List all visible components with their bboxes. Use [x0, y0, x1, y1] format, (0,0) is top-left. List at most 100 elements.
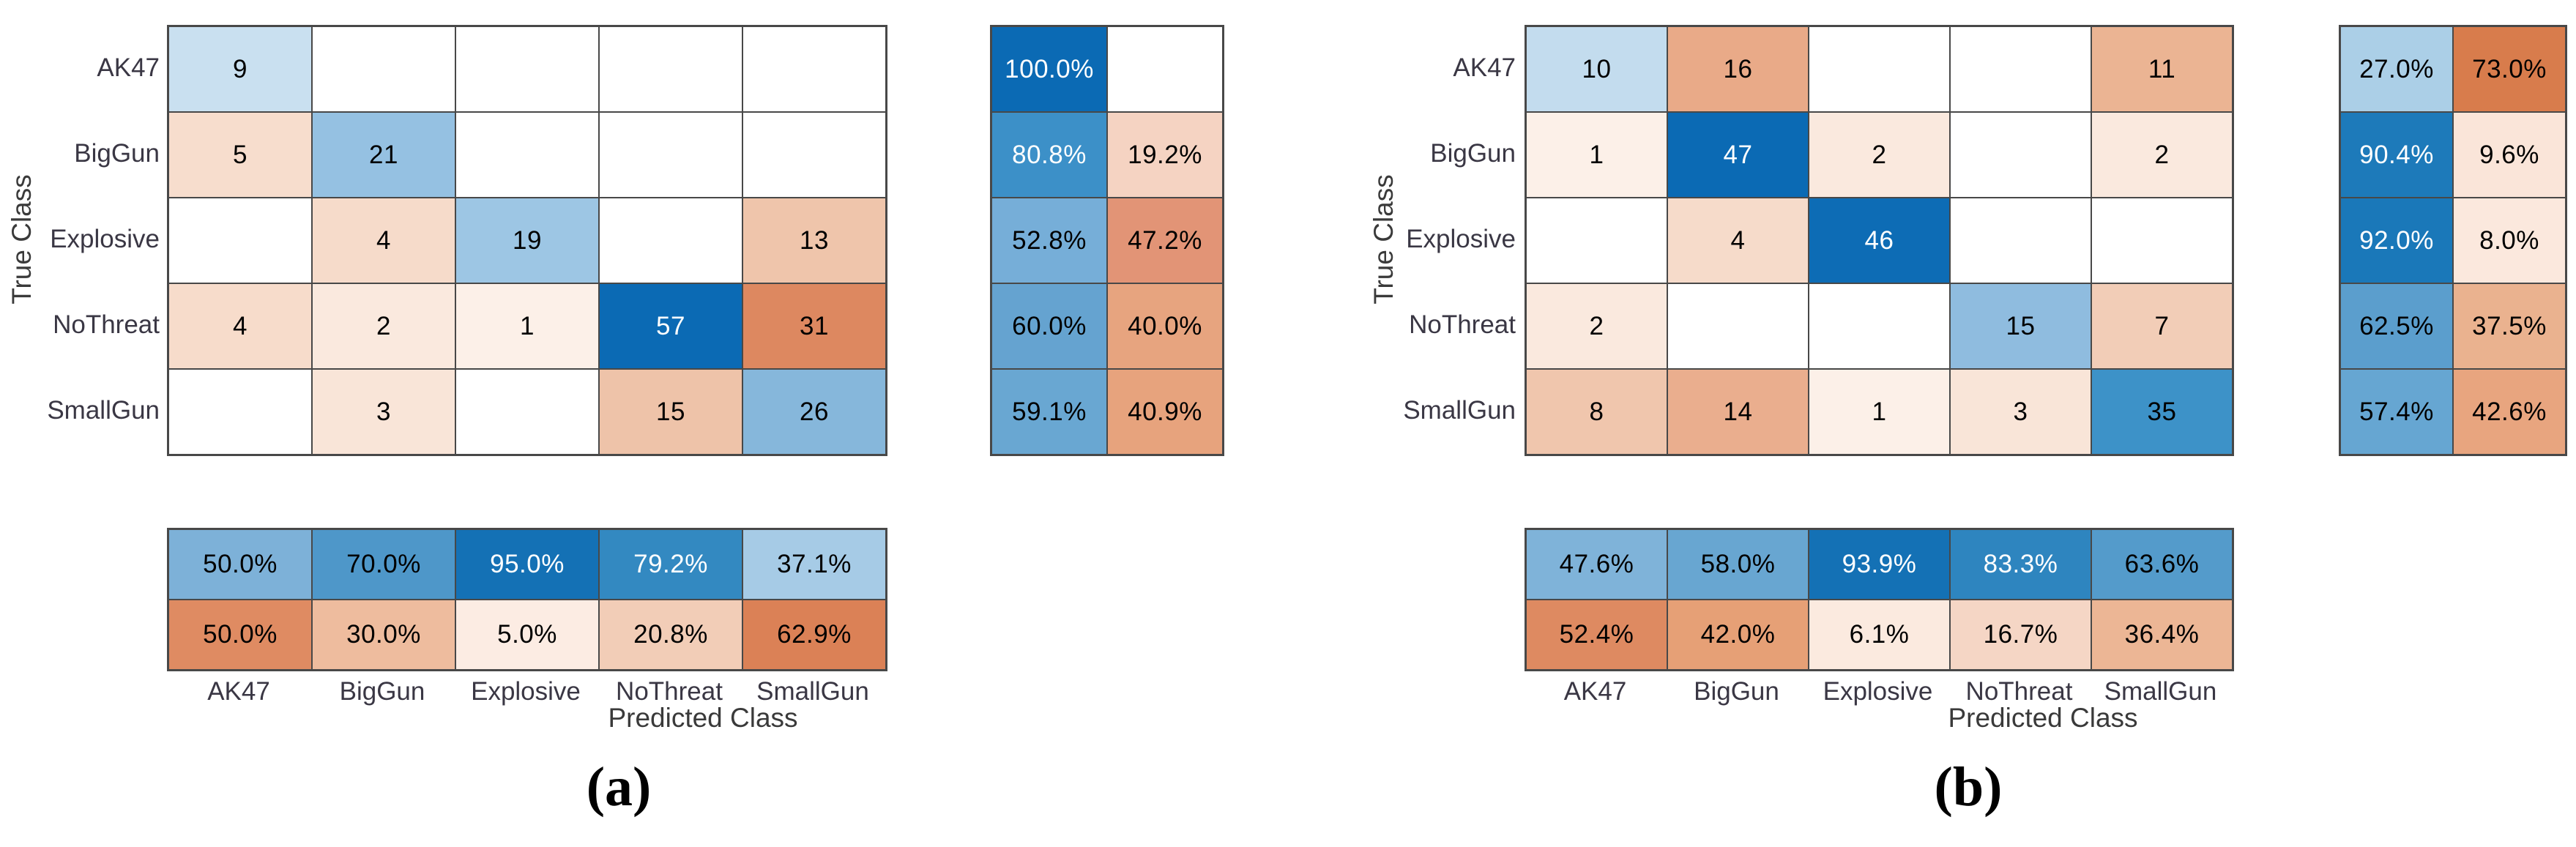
x-tick-label: SmallGun [2104, 677, 2217, 706]
matrix-cell [742, 112, 886, 198]
main-grid: 10 16 11 1 47 2 2 4 46 2 15 7 8 14 1 3 35 [1525, 25, 2234, 456]
matrix-cell: 3 [312, 369, 455, 455]
y-tick-label: AK47 [97, 53, 160, 82]
matrix-cell: 5 [168, 112, 312, 198]
x-tick-label: AK47 [207, 677, 270, 706]
matrix-cell: 4 [168, 283, 312, 369]
col-summary-cell: 50.0% [168, 529, 312, 600]
matrix-cell: 2 [2091, 112, 2233, 198]
matrix-cell: 16 [1667, 26, 1809, 112]
col-summary-cell: 20.8% [599, 600, 742, 670]
matrix-cell: 19 [455, 198, 599, 283]
x-tick-label: SmallGun [756, 677, 869, 706]
col-summary-cell: 36.4% [2091, 600, 2233, 670]
matrix-cell [168, 369, 312, 455]
row-summary-grid: 100.0% 80.8% 19.2% 52.8% 47.2% 60.0% 40.0% 59.1… [990, 25, 1224, 456]
x-tick-row: AK47 BigGun Explosive NoThreat SmallGun [167, 675, 885, 709]
matrix-cell [2091, 198, 2233, 283]
y-tick-label: BigGun [74, 138, 160, 168]
col-summary-cell: 50.0% [168, 600, 312, 670]
row-summary-cell: 40.0% [1107, 283, 1223, 369]
col-summary-grid: 50.0% 70.0% 95.0% 79.2% 37.1% 50.0% 30.0% 5.0% 2… [167, 528, 887, 671]
matrix-cell: 2 [312, 283, 455, 369]
matrix-cell: 15 [1950, 283, 2091, 369]
y-tick-label: Explosive [1406, 224, 1516, 253]
row-summary-grid: 27.0% 73.0% 90.4% 9.6% 92.0% 8.0% 62.5% 37.5% 57… [2339, 25, 2567, 456]
matrix-cell [1809, 26, 1950, 112]
col-summary-cell: 42.0% [1667, 600, 1809, 670]
row-summary-cell: 59.1% [991, 369, 1107, 455]
row-summary-cell: 42.6% [2453, 369, 2566, 455]
row-summary-cell [1107, 26, 1223, 112]
x-tick-label: AK47 [1563, 677, 1627, 706]
subfigure-caption: (a) [586, 756, 652, 818]
row-summary-cell: 73.0% [2453, 26, 2566, 112]
matrix-cell: 3 [1950, 369, 2091, 455]
x-tick-label: BigGun [1694, 677, 1779, 706]
confusion-figure-a: True Class AK47 BigGun Explosive NoThreat Sm… [7, 25, 1224, 818]
matrix-cell [599, 26, 742, 112]
row-summary-cell: 60.0% [991, 283, 1107, 369]
y-tick-label: BigGun [1430, 138, 1516, 168]
matrix-cell: 2 [1809, 112, 1950, 198]
row-summary-cell: 27.0% [2340, 26, 2453, 112]
y-tick-label: NoThreat [53, 310, 160, 339]
x-axis-label: Predicted Class [608, 703, 798, 733]
col-summary-cell: 5.0% [455, 600, 599, 670]
x-tick-label: Explosive [1823, 677, 1933, 706]
matrix-cell: 1 [1809, 369, 1950, 455]
main-grid: 9 5 21 4 19 13 4 2 1 57 31 3 15 26 [167, 25, 887, 456]
matrix-cell [312, 26, 455, 112]
matrix-cell: 4 [312, 198, 455, 283]
y-tick-label: AK47 [1453, 53, 1516, 82]
col-summary-cell: 52.4% [1526, 600, 1667, 670]
matrix-cell: 1 [1526, 112, 1667, 198]
row-summary-cell: 40.9% [1107, 369, 1223, 455]
matrix-cell: 4 [1667, 198, 1809, 283]
matrix-cell [168, 198, 312, 283]
matrix-cell [455, 112, 599, 198]
col-summary-cell: 79.2% [599, 529, 742, 600]
col-summary-grid: 47.6% 58.0% 93.9% 83.3% 63.6% 52.4% 42.0% 6.1% 1… [1525, 528, 2234, 671]
confusion-figure-b: True Class AK47 BigGun Explosive NoThreat Sm… [1288, 0, 2576, 847]
matrix-cell [455, 369, 599, 455]
matrix-cell: 57 [599, 283, 742, 369]
col-summary-cell: 16.7% [1950, 600, 2091, 670]
matrix-cell [1950, 198, 2091, 283]
row-summary-cell: 100.0% [991, 26, 1107, 112]
col-summary-cell: 30.0% [312, 600, 455, 670]
matrix-cell: 35 [2091, 369, 2233, 455]
matrix-cell: 9 [168, 26, 312, 112]
col-summary-cell: 6.1% [1809, 600, 1950, 670]
matrix-cell [1950, 26, 2091, 112]
matrix-cell [455, 26, 599, 112]
row-summary-cell: 62.5% [2340, 283, 2453, 369]
matrix-cell [1667, 283, 1809, 369]
row-summary-cell: 47.2% [1107, 198, 1223, 283]
subfigure-caption: (b) [1934, 756, 2003, 818]
matrix-cell: 13 [742, 198, 886, 283]
row-summary-cell: 92.0% [2340, 198, 2453, 283]
matrix-cell [599, 112, 742, 198]
matrix-cell: 8 [1526, 369, 1667, 455]
col-summary-cell: 95.0% [455, 529, 599, 600]
matrix-cell: 2 [1526, 283, 1667, 369]
matrix-cell [742, 26, 886, 112]
matrix-cell [1526, 198, 1667, 283]
row-label-column: AK47 BigGun Explosive NoThreat SmallGun [1288, 25, 1516, 453]
x-tick-row: AK47 BigGun Explosive NoThreat SmallGun [1525, 675, 2231, 709]
col-summary-cell: 83.3% [1950, 529, 2091, 600]
row-summary-cell: 19.2% [1107, 112, 1223, 198]
col-summary-cell: 70.0% [312, 529, 455, 600]
col-summary-cell: 37.1% [742, 529, 886, 600]
matrix-cell [1950, 112, 2091, 198]
row-summary-cell: 80.8% [991, 112, 1107, 198]
row-summary-cell: 8.0% [2453, 198, 2566, 283]
row-summary-cell: 9.6% [2453, 112, 2566, 198]
row-summary-cell: 37.5% [2453, 283, 2566, 369]
y-tick-label: SmallGun [1403, 395, 1516, 425]
matrix-cell: 46 [1809, 198, 1950, 283]
matrix-cell: 7 [2091, 283, 2233, 369]
matrix-cell: 47 [1667, 112, 1809, 198]
